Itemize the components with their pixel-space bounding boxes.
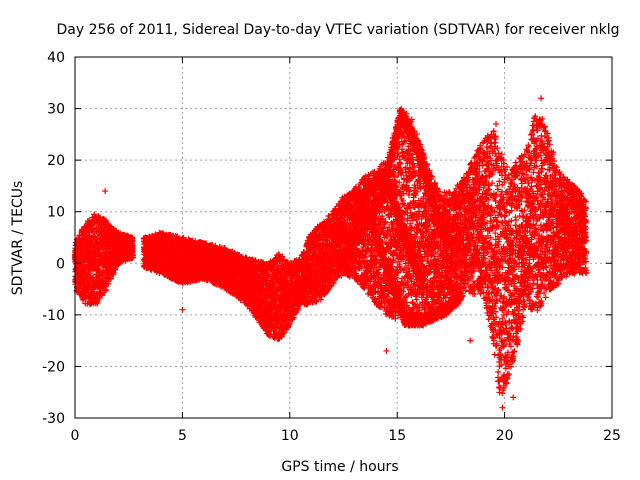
data-point — [79, 247, 86, 254]
data-point — [103, 286, 110, 293]
chart-title: Day 256 of 2011, Sidereal Day-to-day VTE… — [57, 22, 620, 38]
data-point — [85, 270, 92, 277]
data-point — [105, 280, 112, 287]
data-point — [86, 282, 93, 289]
data-point — [90, 226, 97, 233]
data-point — [107, 275, 114, 282]
data-points — [71, 95, 590, 411]
data-point — [83, 275, 90, 282]
data-point — [98, 292, 105, 299]
data-point — [94, 299, 101, 306]
